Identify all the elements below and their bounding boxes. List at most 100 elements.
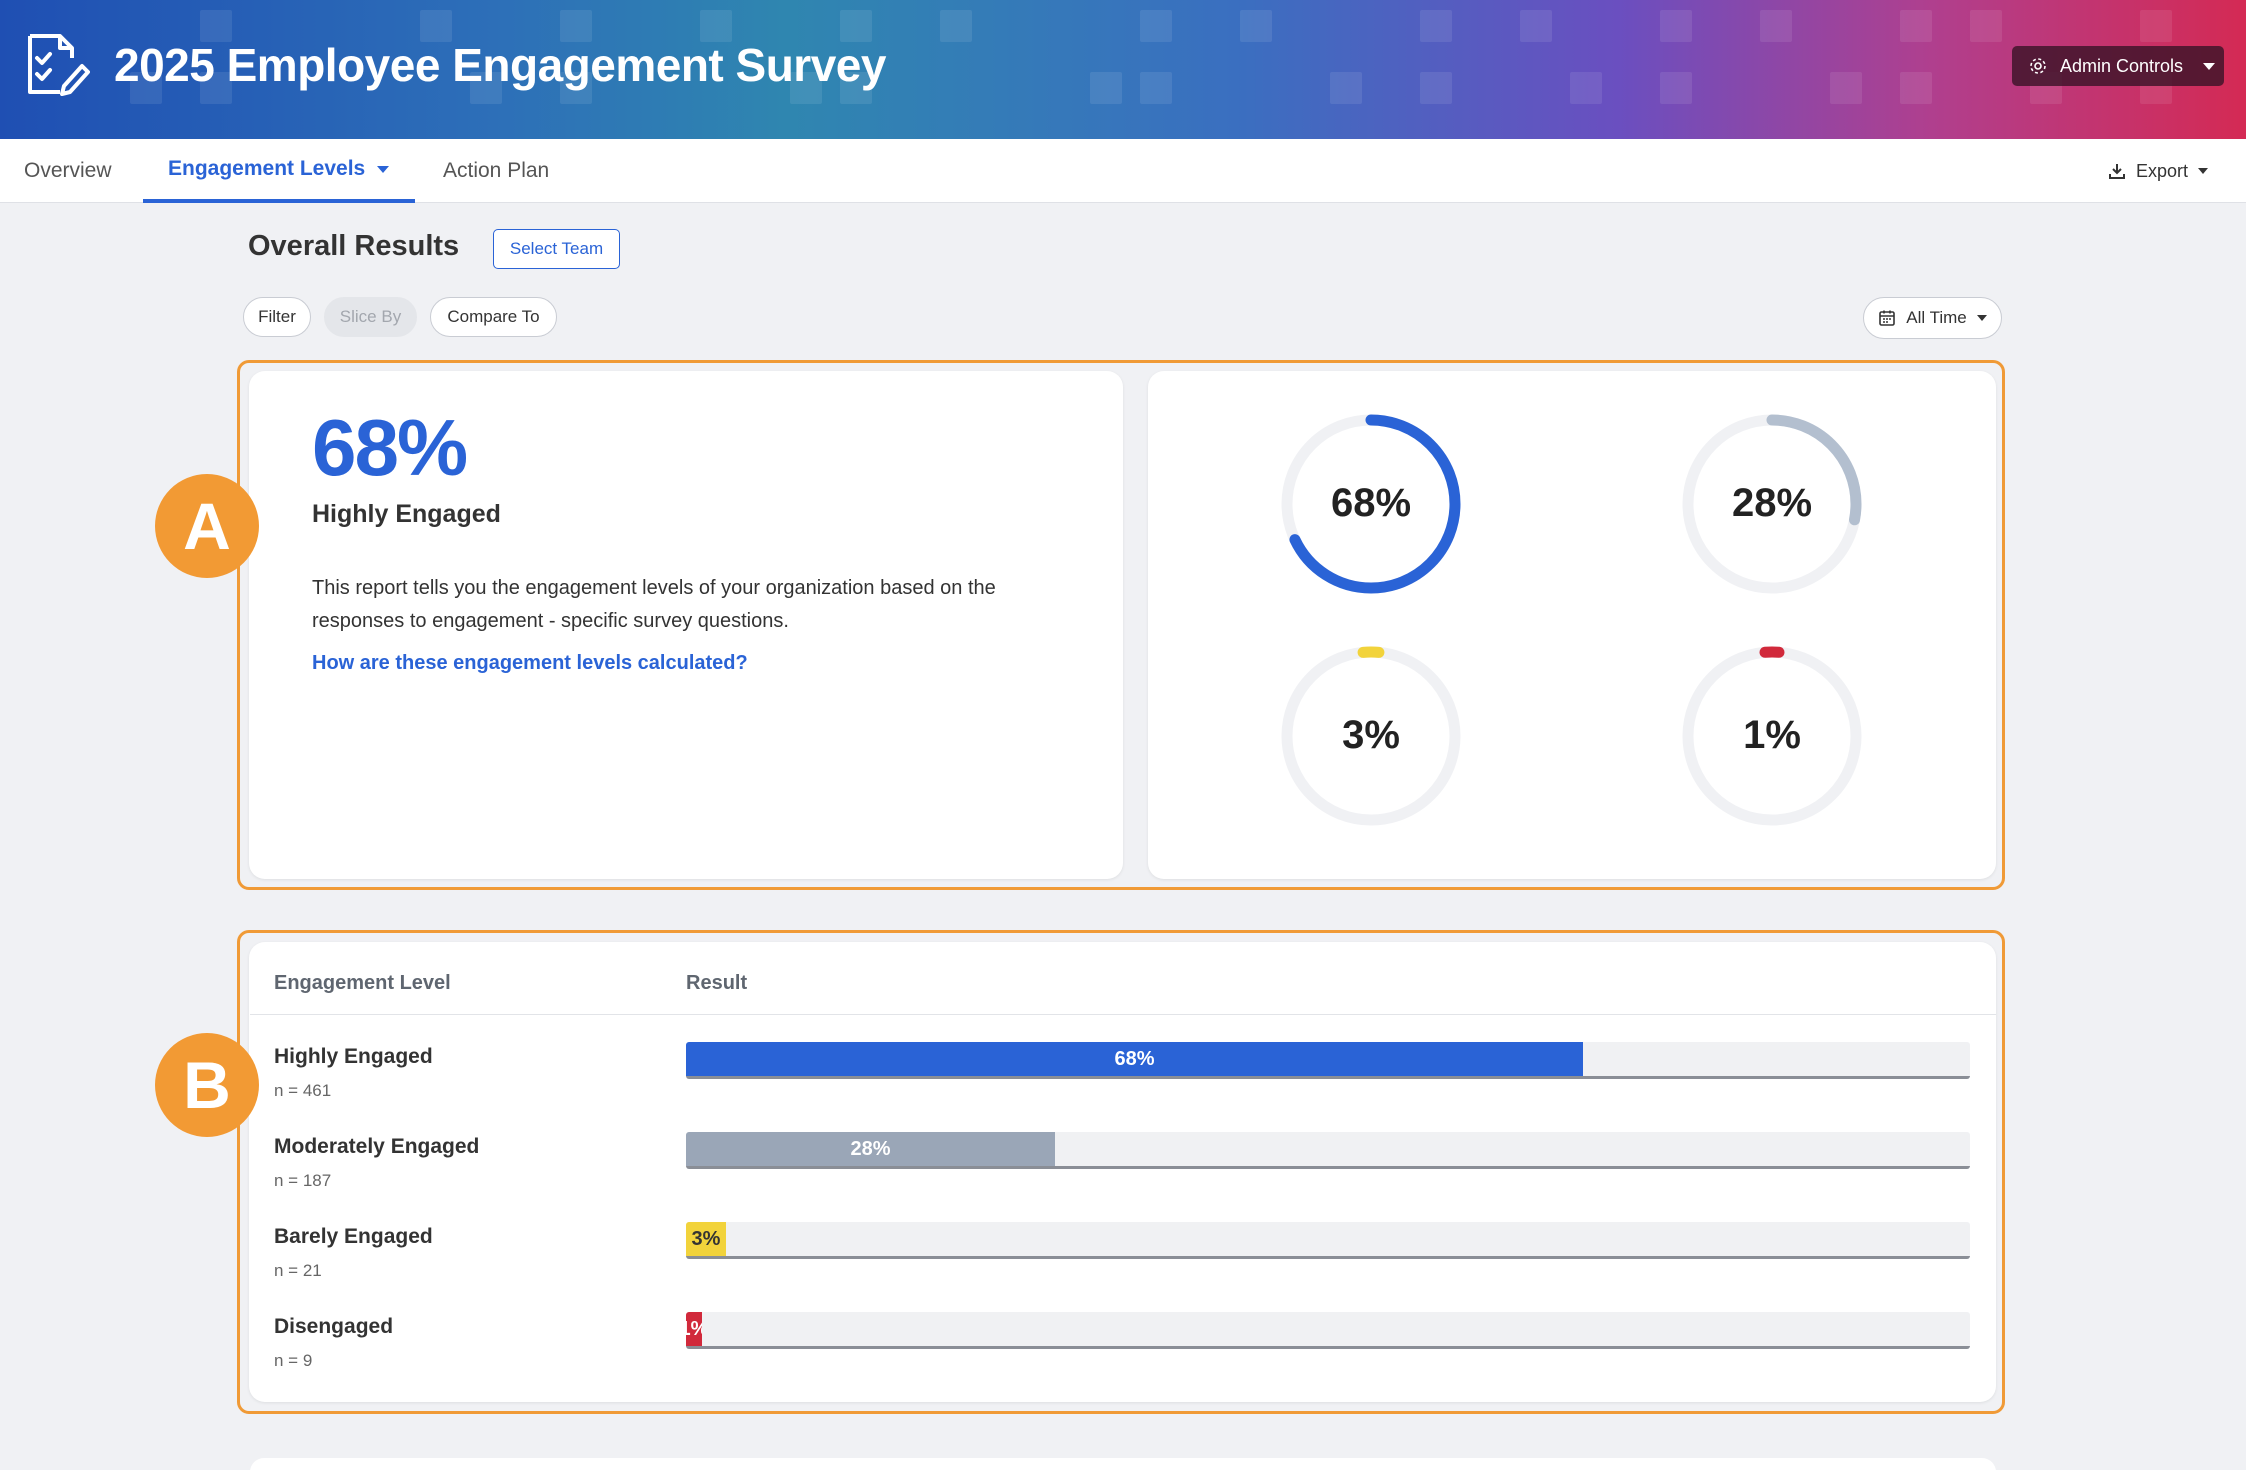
header-tile xyxy=(840,10,872,42)
tab-overview[interactable]: Overview xyxy=(24,139,112,203)
donut-card xyxy=(1148,371,1996,879)
donut-disengaged xyxy=(1682,646,1862,826)
header-tile xyxy=(560,72,592,104)
header-tile xyxy=(1570,72,1602,104)
header-tile xyxy=(1420,10,1452,42)
bar-fill-highly: 68% xyxy=(686,1042,1583,1076)
result-bar-disengaged: 1% xyxy=(686,1312,1970,1349)
callout-badge-a: A xyxy=(155,474,259,578)
admin-controls-button[interactable]: Admin Controls xyxy=(2012,46,2224,86)
tab-engagement-levels[interactable]: Engagement Levels xyxy=(143,139,416,203)
survey-checklist-icon xyxy=(28,34,90,96)
header-tile xyxy=(420,10,452,42)
row-label-barely: Barely Engaged xyxy=(274,1225,433,1248)
row-count-barely: n = 21 xyxy=(274,1261,322,1280)
donut-label-highly: 68% xyxy=(1330,481,1412,525)
chevron-down-icon xyxy=(377,165,390,173)
row-label-highly: Highly Engaged xyxy=(274,1045,433,1068)
tab-bar: Overview Engagement Levels Action Plan E… xyxy=(0,139,2246,203)
time-range-label: All Time xyxy=(1906,308,1967,327)
donut-arc xyxy=(1281,646,1461,826)
donut-label-disengaged: 1% xyxy=(1743,713,1801,757)
donut-arc xyxy=(1281,414,1461,594)
row-label-moderately: Moderately Engaged xyxy=(274,1135,480,1158)
header-tile xyxy=(1900,10,1932,42)
row-count-moderately: n = 187 xyxy=(274,1171,332,1190)
column-header-result: Result xyxy=(686,972,748,994)
header-tile xyxy=(700,10,732,42)
donut-barely-engaged xyxy=(1281,646,1461,826)
tab-action-plan[interactable]: Action Plan xyxy=(443,139,549,203)
result-bar-barely: 3% xyxy=(686,1222,1970,1259)
bar-fill-moderately: 28% xyxy=(686,1132,1055,1166)
header-tile xyxy=(1140,72,1172,104)
header-tile xyxy=(2140,10,2172,42)
slice-by-button[interactable]: Slice By xyxy=(324,297,417,337)
donut-label-moderately: 28% xyxy=(1731,481,1813,525)
highlight-frame-b xyxy=(237,930,2005,1414)
header-tile xyxy=(840,72,872,104)
download-icon xyxy=(2109,164,2125,179)
donut-moderately-engaged xyxy=(1682,414,1862,594)
header-tile xyxy=(1420,72,1452,104)
header-tile xyxy=(1090,72,1122,104)
row-count-disengaged: n = 9 xyxy=(274,1351,313,1370)
header-tile xyxy=(200,10,232,42)
summary-label: Highly Engaged xyxy=(312,500,501,528)
donut-label-barely: 3% xyxy=(1342,713,1400,757)
gear-icon xyxy=(2030,58,2046,74)
bar-fill-barely: 3% xyxy=(686,1222,726,1256)
header-tile xyxy=(1660,72,1692,104)
bar-fill-disengaged: 1% xyxy=(686,1312,702,1346)
header-tile xyxy=(1520,10,1552,42)
tab-action-plan-label: Action Plan xyxy=(443,159,550,182)
summary-card xyxy=(249,371,1123,879)
select-team-button[interactable]: Select Team xyxy=(493,229,620,269)
row-count-highly: n = 461 xyxy=(274,1081,332,1100)
export-label: Export xyxy=(2136,160,2189,181)
next-card-edge xyxy=(250,1458,1996,1470)
header-tile xyxy=(1330,72,1362,104)
tab-overview-label: Overview xyxy=(24,159,112,182)
app-header: 2025 Employee Engagement Survey Admin Co… xyxy=(0,0,2246,139)
donut-arc xyxy=(1682,646,1862,826)
callout-badge-b: B xyxy=(155,1033,259,1137)
header-tile xyxy=(1140,10,1172,42)
header-pattern xyxy=(0,0,2246,139)
filter-button[interactable]: Filter xyxy=(243,297,311,337)
header-tile xyxy=(1760,10,1792,42)
highlight-frame-a xyxy=(237,360,2005,890)
header-tile xyxy=(1830,72,1862,104)
header-tile xyxy=(560,10,592,42)
result-bar-moderately: 28% xyxy=(686,1132,1970,1169)
survey-title: 2025 Employee Engagement Survey xyxy=(114,39,886,91)
donut-arc xyxy=(1682,414,1862,594)
summary-description: This report tells you the engagement lev… xyxy=(312,577,996,632)
table-divider xyxy=(250,1014,1996,1015)
chevron-down-icon xyxy=(2203,62,2216,70)
header-tile xyxy=(1970,10,2002,42)
chevron-down-icon xyxy=(2198,168,2209,174)
header-tile xyxy=(470,72,502,104)
calculation-help-link[interactable]: How are these engagement levels calculat… xyxy=(312,652,748,674)
header-tile xyxy=(1240,10,1272,42)
calendar-icon xyxy=(1879,310,1896,326)
header-tile xyxy=(940,10,972,42)
header-tile xyxy=(200,72,232,104)
header-tile xyxy=(1900,72,1932,104)
compare-to-button[interactable]: Compare To xyxy=(430,297,557,337)
donut-highly-engaged xyxy=(1281,414,1461,594)
page-title: Overall Results xyxy=(248,230,460,262)
result-bar-highly: 68% xyxy=(686,1042,1970,1079)
tab-engagement-levels-label: Engagement Levels xyxy=(168,157,366,180)
header-tile xyxy=(1660,10,1692,42)
summary-percent: 68% xyxy=(312,403,468,492)
header-tile xyxy=(130,72,162,104)
row-label-disengaged: Disengaged xyxy=(274,1315,394,1338)
export-button[interactable]: Export xyxy=(2108,139,2209,203)
chevron-down-icon xyxy=(1976,315,1987,321)
time-range-dropdown[interactable]: All Time xyxy=(1863,297,2002,339)
header-tile xyxy=(790,72,822,104)
column-header-level: Engagement Level xyxy=(274,972,451,994)
admin-controls-label: Admin Controls xyxy=(2060,55,2184,76)
